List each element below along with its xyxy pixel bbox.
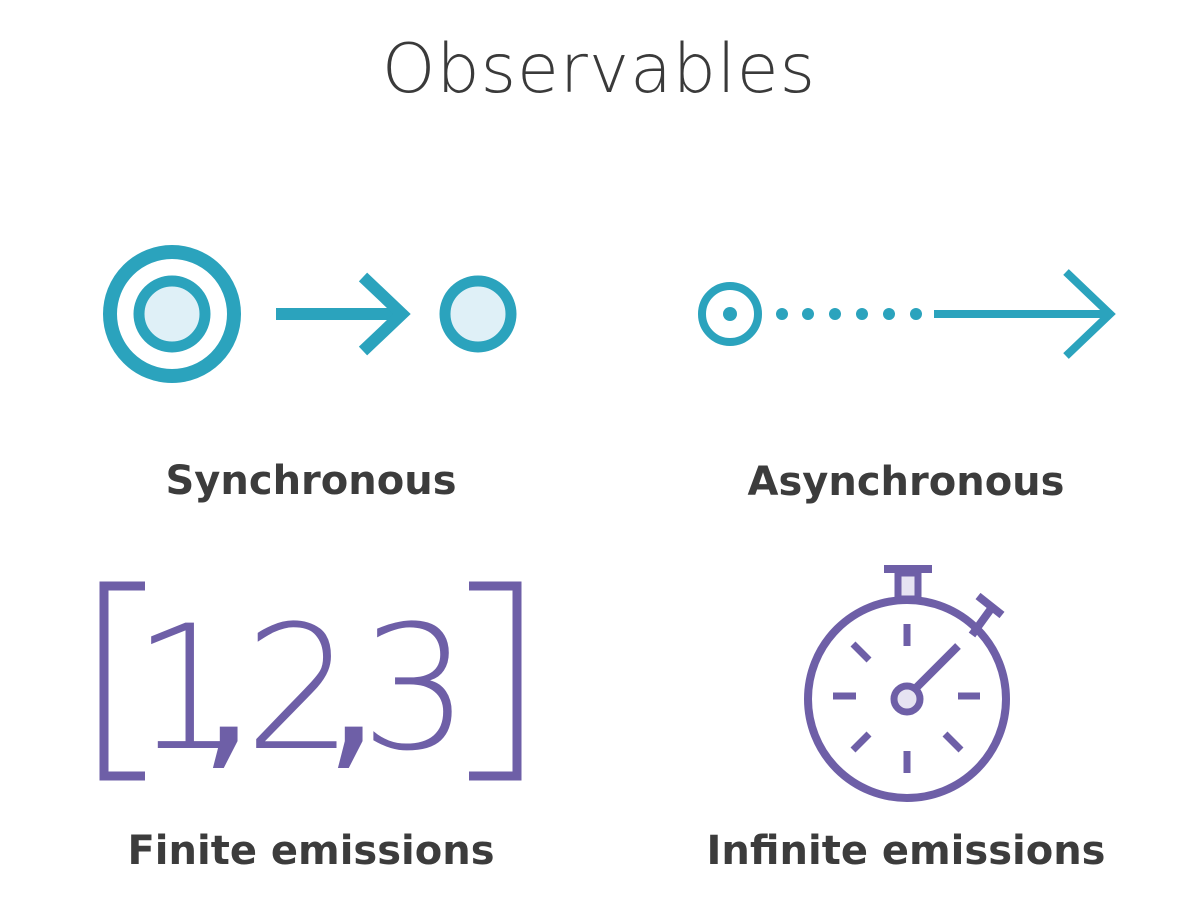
array-comma-icon: , [200,588,255,785]
page-title: Observables [381,30,817,109]
stopwatch-icon [804,565,1010,802]
label-asynchronous: Asynchronous [747,459,1065,505]
finite-array-icon: 1 , 2 , 3 [99,581,522,785]
array-comma-icon: , [325,588,380,785]
sync-icon [103,245,517,383]
label-infinite-emissions: Infinite emissions [706,828,1106,874]
array-digit-3: 3 [360,588,469,785]
label-synchronous: Synchronous [165,458,457,504]
label-finite-emissions: Finite emissions [127,828,495,874]
async-icon [698,269,1116,359]
array-digit-2: 2 [244,588,353,785]
array-digit-1: 1 [132,588,241,785]
